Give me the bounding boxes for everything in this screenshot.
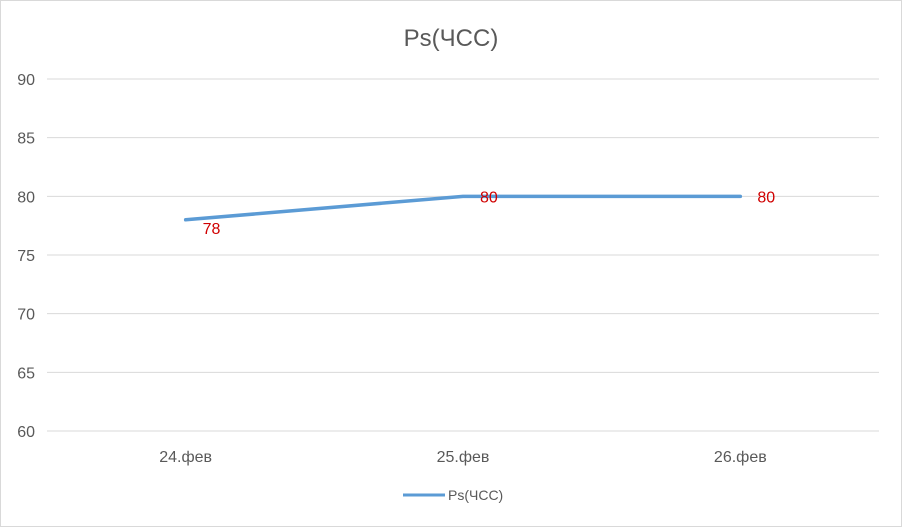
x-tick-label: 24.фев [159, 449, 212, 466]
y-tick-label: 70 [17, 307, 35, 324]
legend: Ps(ЧСС) [403, 487, 503, 503]
data-label: 80 [757, 189, 775, 206]
y-axis-ticks: 60 65 70 75 80 85 90 [17, 72, 35, 441]
y-tick-label: 75 [17, 248, 35, 265]
x-axis-ticks: 24.фев 25.фев 26.фев [159, 449, 766, 466]
y-tick-label: 80 [17, 189, 35, 206]
series-group [186, 196, 741, 220]
data-label: 78 [203, 221, 221, 238]
y-tick-label: 65 [17, 365, 35, 382]
series-line [186, 196, 741, 219]
gridlines [47, 79, 879, 431]
x-tick-label: 26.фев [714, 449, 767, 466]
chart-title: Ps(ЧСС) [404, 25, 499, 52]
data-label: 80 [480, 189, 498, 206]
y-tick-label: 90 [17, 72, 35, 89]
legend-label: Ps(ЧСС) [448, 487, 503, 503]
y-tick-label: 85 [17, 131, 35, 148]
y-tick-label: 60 [17, 424, 35, 441]
x-tick-label: 25.фев [437, 449, 490, 466]
